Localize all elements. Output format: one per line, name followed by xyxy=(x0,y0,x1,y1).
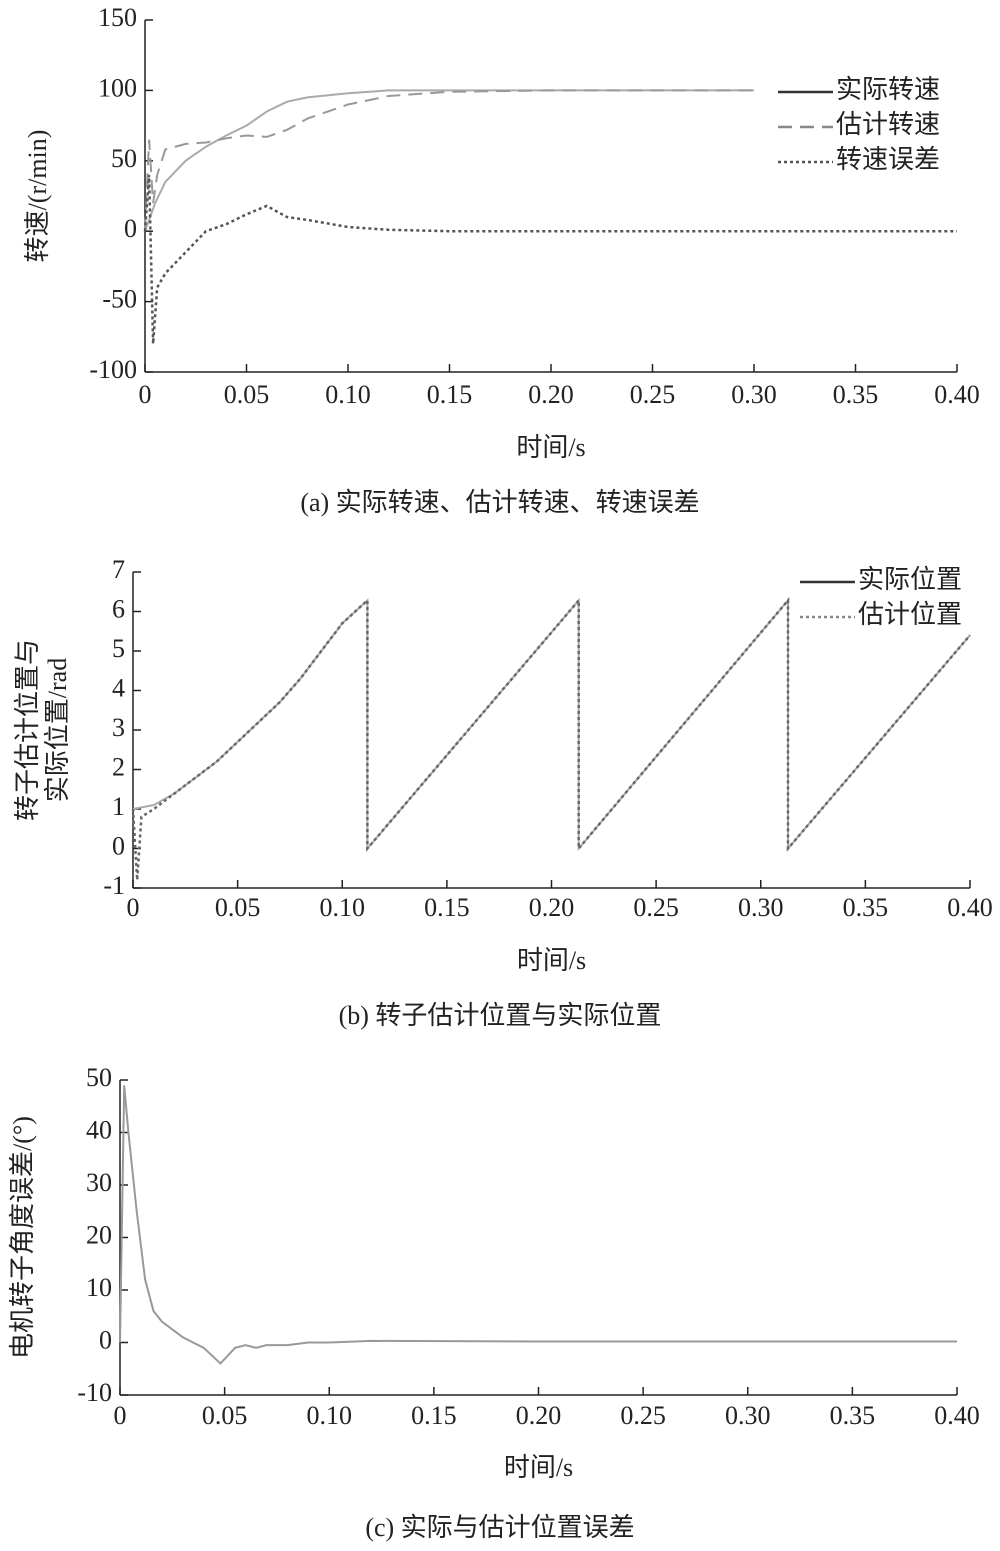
x-tick-label: 0.05 xyxy=(202,1401,248,1430)
caption: (a) 实际转速、估计转速、转速误差 xyxy=(300,488,699,517)
series-line xyxy=(143,174,957,344)
y-tick-label: -1 xyxy=(103,871,125,900)
series-line xyxy=(144,89,754,232)
y-tick-label: 30 xyxy=(86,1168,112,1197)
y-tick-label: -10 xyxy=(77,1378,112,1407)
legend-label: 转速误差 xyxy=(836,145,940,174)
y-tick-label: -50 xyxy=(102,285,137,314)
series-line xyxy=(119,1085,957,1365)
x-tick-label: 0.20 xyxy=(528,380,574,409)
series-line xyxy=(132,597,971,852)
caption: (b) 转子估计位置与实际位置 xyxy=(339,1001,662,1030)
x-tick-label: 0.35 xyxy=(830,1401,876,1430)
y-tick-label: 2 xyxy=(112,752,125,781)
x-tick-label: 0.40 xyxy=(934,380,980,409)
legend-label: 实际位置 xyxy=(858,565,962,594)
x-tick-label: 0.10 xyxy=(325,380,371,409)
x-tick-label: 0.10 xyxy=(320,893,366,922)
y-tick-label: 5 xyxy=(112,634,125,663)
x-tick-label: 0 xyxy=(114,1401,127,1430)
x-axis-label: 时间/s xyxy=(516,433,585,462)
y-tick-label: 10 xyxy=(86,1273,112,1302)
y-axis-label: 实际位置/rad xyxy=(43,658,72,802)
x-axis-label: 时间/s xyxy=(517,946,586,975)
x-tick-label: 0.05 xyxy=(215,893,261,922)
y-tick-label: 3 xyxy=(112,713,125,742)
y-tick-label: 40 xyxy=(86,1115,112,1144)
y-tick-label: 100 xyxy=(98,73,137,102)
y-tick-label: 50 xyxy=(86,1063,112,1092)
caption: (c) 实际与估计位置误差 xyxy=(365,1513,634,1542)
x-tick-label: 0.40 xyxy=(934,1401,980,1430)
x-tick-label: 0.40 xyxy=(947,893,993,922)
x-tick-label: 0.30 xyxy=(725,1401,771,1430)
y-tick-label: 7 xyxy=(112,555,125,584)
y-tick-label: 20 xyxy=(86,1220,112,1249)
x-tick-label: 0.15 xyxy=(424,893,470,922)
x-tick-label: 0.25 xyxy=(633,893,679,922)
y-tick-label: 0 xyxy=(112,831,125,860)
x-tick-label: 0.20 xyxy=(529,893,575,922)
y-tick-label: 150 xyxy=(98,3,137,32)
x-tick-label: 0.30 xyxy=(738,893,784,922)
y-tick-label: 0 xyxy=(99,1325,112,1354)
legend-label: 估计转速 xyxy=(836,110,940,139)
legend-label: 实际转速 xyxy=(836,75,940,104)
x-tick-label: 0.30 xyxy=(731,380,777,409)
series-line xyxy=(131,596,971,881)
x-tick-label: 0.10 xyxy=(307,1401,353,1430)
y-tick-label: 6 xyxy=(112,594,125,623)
x-tick-label: 0 xyxy=(139,380,152,409)
y-tick-label: -100 xyxy=(89,355,137,384)
y-tick-label: 0 xyxy=(124,214,137,243)
x-tick-label: 0 xyxy=(127,893,140,922)
x-tick-label: 0.05 xyxy=(224,380,270,409)
x-tick-label: 0.15 xyxy=(427,380,473,409)
y-axis-label: 转子估计位置与 xyxy=(13,639,42,821)
x-tick-label: 0.25 xyxy=(620,1401,666,1430)
x-axis-label: 时间/s xyxy=(504,1453,573,1482)
y-tick-label: 1 xyxy=(112,792,125,821)
y-axis-label: 电机转子角度误差/(°) xyxy=(8,1116,37,1359)
y-axis-label: 转速/(r/min) xyxy=(23,130,52,263)
x-tick-label: 0.35 xyxy=(843,893,889,922)
series-line xyxy=(144,89,754,232)
y-tick-label: 50 xyxy=(111,144,137,173)
x-tick-label: 0.15 xyxy=(411,1401,457,1430)
y-tick-label: 4 xyxy=(112,673,125,702)
x-tick-label: 0.35 xyxy=(833,380,879,409)
x-tick-label: 0.20 xyxy=(516,1401,562,1430)
legend-label: 估计位置 xyxy=(858,600,962,629)
x-tick-label: 0.25 xyxy=(630,380,676,409)
